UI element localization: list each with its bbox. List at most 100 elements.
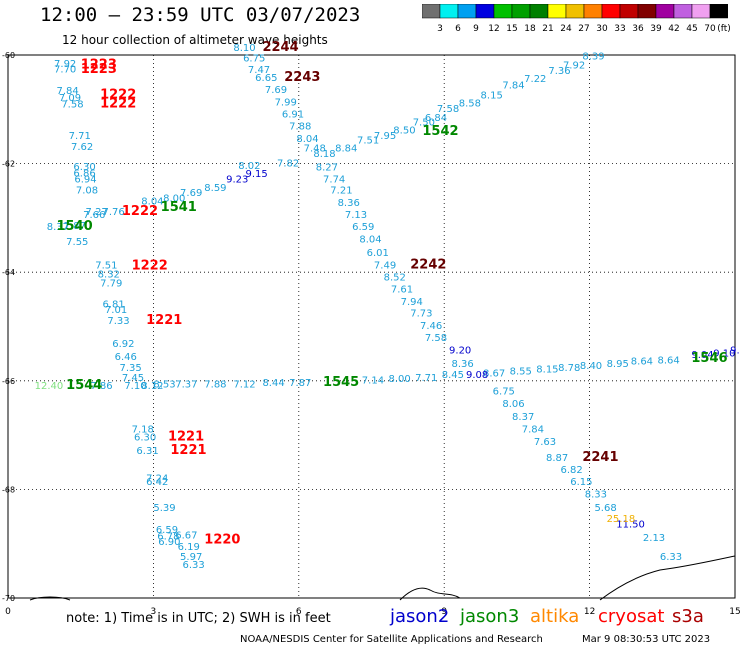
wave-height-point: 8.00 (163, 194, 185, 205)
pass-label: 2241 (582, 450, 618, 465)
wave-height-point: 8.10 (233, 43, 255, 54)
wave-height-point: 7.94 (401, 297, 423, 308)
colorbar-label: 6 (455, 24, 461, 34)
wave-height-point: 7.82 (277, 158, 299, 169)
colorbar-label: 42 (668, 24, 679, 34)
wave-height-point: 7.71 (415, 373, 437, 384)
wave-height-point: 7.49 (374, 260, 396, 271)
x-tick-label: 15 (729, 607, 740, 617)
wave-height-point: 7.74 (323, 175, 345, 186)
x-tick-label: 12 (584, 607, 595, 617)
wave-height-point: 6.59 (352, 222, 374, 233)
colorbar-label: 30 (596, 24, 608, 34)
colorbar-label: 36 (632, 24, 644, 34)
wave-height-point: 8.12 (141, 381, 163, 392)
wave-height-point: 6.42 (146, 477, 168, 488)
wave-height-point: 8.50 (393, 126, 415, 137)
wave-height-point: 7.48 (304, 144, 326, 155)
wave-height-point: 7.99 (275, 97, 297, 108)
wave-height-point: 7.36 (548, 66, 570, 77)
wave-height-point: 7.12 (233, 379, 255, 390)
wave-height-point: 7.73 (410, 309, 432, 320)
colorbar-label: 39 (650, 24, 662, 34)
pass-label: 1221 (168, 430, 204, 445)
wave-height-point: 7.51 (357, 136, 379, 147)
pass-label: 1221 (146, 313, 182, 328)
pass-label: 2243 (284, 70, 320, 85)
wave-height-point: 6.94 (74, 175, 96, 186)
wave-height-point: 7.58 (61, 100, 83, 111)
x-tick-label: 6 (296, 607, 302, 617)
wave-height-point: 7.63 (534, 437, 556, 448)
wave-height-point: 6.81 (103, 299, 125, 310)
wave-height-point: 6.31 (136, 446, 158, 457)
wave-height-point: 7.18 (132, 424, 154, 435)
wave-height-point: 7.95 (374, 131, 396, 142)
wave-height-point: 8.15 (536, 365, 558, 376)
wave-height-point: 7.09 (59, 93, 81, 104)
y-tick-label: -70 (2, 594, 15, 603)
wave-height-point: 7.45 (122, 373, 144, 384)
wave-height-point: 7.24 (146, 473, 168, 484)
wave-height-point: 8.15 (481, 90, 503, 101)
x-tick-label: 3 (151, 607, 157, 617)
wave-height-point: 8.44 (262, 378, 284, 389)
credit-line: NOAA/NESDIS Center for Satellite Applica… (240, 634, 543, 645)
wave-height-point: 7.88 (289, 121, 311, 132)
wave-height-point: 5.97 (180, 552, 202, 563)
y-tick-label: -62 (2, 160, 15, 169)
wave-height-point: 8.02 (238, 161, 260, 172)
wave-height-point: 6.86 (73, 169, 95, 180)
wave-height-point: 8.78 (558, 363, 580, 374)
coastline (29, 555, 736, 601)
pass-label: 1544 (66, 378, 102, 393)
wave-height-point: 7.37 (175, 379, 197, 390)
legend-cryosat: cryosat (598, 606, 665, 627)
wave-height-point: 7.58 (425, 333, 447, 344)
x-tick-label: 0 (5, 607, 11, 617)
colorbar-label: 12 (488, 24, 499, 34)
wave-height-point: 7.58 (437, 104, 459, 115)
wave-height-point: 7.01 (105, 305, 127, 316)
pass-label: 1223 (81, 58, 117, 73)
wave-height-point: 7.69 (180, 188, 202, 199)
wave-height-point-jason2: 9.08 (466, 370, 488, 381)
wave-height-point: 7.10 (124, 381, 146, 392)
y-tick-label: -64 (2, 268, 15, 277)
legend-altika: altika (530, 606, 580, 627)
pass-label: 1542 (422, 124, 458, 139)
pass-label: 1541 (161, 200, 197, 215)
wave-height-point: 8.04 (296, 134, 318, 145)
colorbar-label: 18 (524, 24, 536, 34)
wave-height-point: 8.67 (483, 368, 505, 379)
wave-height-point: 7.22 (524, 74, 546, 85)
wave-height-point: 8.36 (451, 359, 473, 370)
colorbar-label: 9 (473, 24, 479, 34)
colorbar-label: 27 (578, 24, 589, 34)
wave-height-point: 8.58 (459, 99, 481, 110)
wave-height-point: 6.30 (73, 162, 95, 173)
footer-note: note: 1) Time is in UTC; 2) SWH is in fe… (66, 611, 331, 626)
pass-label: 1222 (100, 87, 136, 102)
pass-label: 1545 (323, 375, 359, 390)
wave-height-point: 7.08 (76, 185, 98, 196)
colorbar (422, 4, 728, 19)
y-tick-label: -66 (2, 377, 15, 386)
wave-height-point: 8.04 (359, 234, 381, 245)
wave-height-point: 8.55 (510, 366, 532, 377)
wave-height-point: 8.64 (657, 355, 679, 366)
wave-height-point: 6.78 (157, 531, 179, 542)
wave-height-point: 7.87 (64, 221, 86, 232)
wave-height-point: 6.65 (255, 73, 277, 84)
colorbar-swatch (709, 4, 728, 19)
wave-height-point: 7.21 (330, 185, 352, 196)
pass-label: 1221 (170, 443, 206, 458)
pass-label: 1546 (691, 351, 727, 366)
wave-height-point: 6.46 (115, 352, 137, 363)
colorbar-label: 3 (437, 24, 443, 34)
wave-height-point-jason2: 11.50 (616, 519, 645, 530)
wave-height-point: 8.40 (580, 361, 602, 372)
wave-height-point: 8.06 (502, 399, 524, 410)
wave-height-point: 8.84 (335, 144, 357, 155)
wave-height-point: 8.37 (512, 412, 534, 423)
